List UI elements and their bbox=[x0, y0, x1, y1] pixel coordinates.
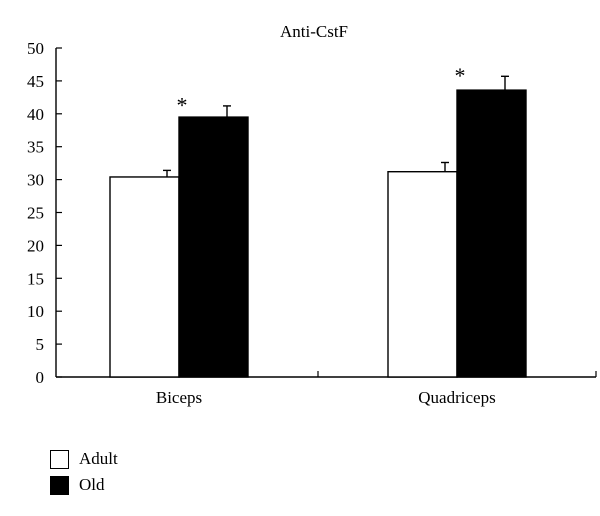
y-tick-label-45: 45 bbox=[27, 72, 44, 91]
legend-swatch-adult bbox=[50, 449, 69, 469]
legend-label-old: Old bbox=[79, 475, 105, 494]
bar-biceps-old bbox=[178, 116, 249, 378]
bar-quadriceps-adult bbox=[387, 171, 458, 378]
y-tick-label-5: 5 bbox=[36, 335, 45, 354]
x-tick-label-biceps: Biceps bbox=[156, 388, 202, 407]
legend-item-adult: Adult bbox=[50, 446, 118, 472]
x-tick-label-quadriceps: Quadriceps bbox=[418, 388, 495, 407]
y-tick-label-35: 35 bbox=[27, 138, 44, 157]
y-tick-label-25: 25 bbox=[27, 204, 44, 223]
bar-quadriceps-old bbox=[456, 89, 527, 378]
y-tick-label-20: 20 bbox=[27, 236, 44, 255]
y-tick-label-40: 40 bbox=[27, 105, 44, 124]
y-tick-label-10: 10 bbox=[27, 302, 44, 321]
y-tick-label-50: 50 bbox=[27, 39, 44, 58]
y-tick-label-15: 15 bbox=[27, 269, 44, 288]
y-tick-label-0: 0 bbox=[36, 368, 45, 387]
legend-swatch-old bbox=[50, 475, 69, 495]
chart-title: Anti-CstF bbox=[280, 22, 348, 41]
significance-marker-1: * bbox=[455, 63, 466, 88]
legend-item-old: Old bbox=[50, 472, 118, 498]
significance-marker-0: * bbox=[177, 93, 188, 118]
y-tick-label-30: 30 bbox=[27, 171, 44, 190]
legend-label-adult: Adult bbox=[79, 449, 118, 468]
legend: Adult Old bbox=[50, 446, 118, 498]
bar-biceps-adult bbox=[109, 176, 180, 378]
